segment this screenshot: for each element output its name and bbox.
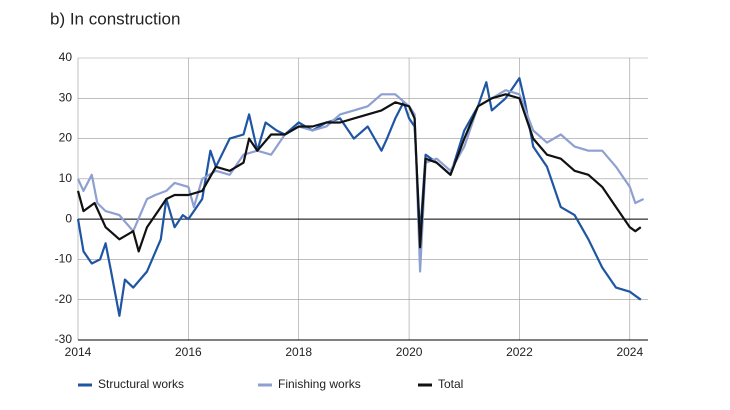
y-tick-label: 10 (59, 171, 73, 185)
chart-title: b) In construction (50, 9, 180, 28)
y-tick-label: -20 (55, 292, 73, 306)
y-tick-label: 40 (59, 50, 73, 64)
y-tick-label: -30 (55, 332, 73, 346)
y-tick-label: 30 (59, 90, 73, 104)
series-line (77, 89, 645, 273)
x-tick-label: 2016 (175, 345, 202, 359)
legend-label: Structural works (98, 377, 184, 391)
y-tick-label: 20 (59, 131, 73, 145)
series-line (76, 77, 642, 317)
y-tick-label: 0 (65, 211, 72, 225)
x-tick-label: 2022 (506, 345, 533, 359)
x-tick-label: 2014 (65, 345, 92, 359)
legend-label: Total (438, 377, 463, 391)
x-tick-label: 2024 (616, 345, 643, 359)
legend-label: Finishing works (278, 377, 361, 391)
y-tick-label: -10 (55, 252, 73, 266)
x-tick-label: 2020 (396, 345, 423, 359)
x-tick-label: 2018 (285, 345, 312, 359)
series-line (76, 93, 642, 253)
